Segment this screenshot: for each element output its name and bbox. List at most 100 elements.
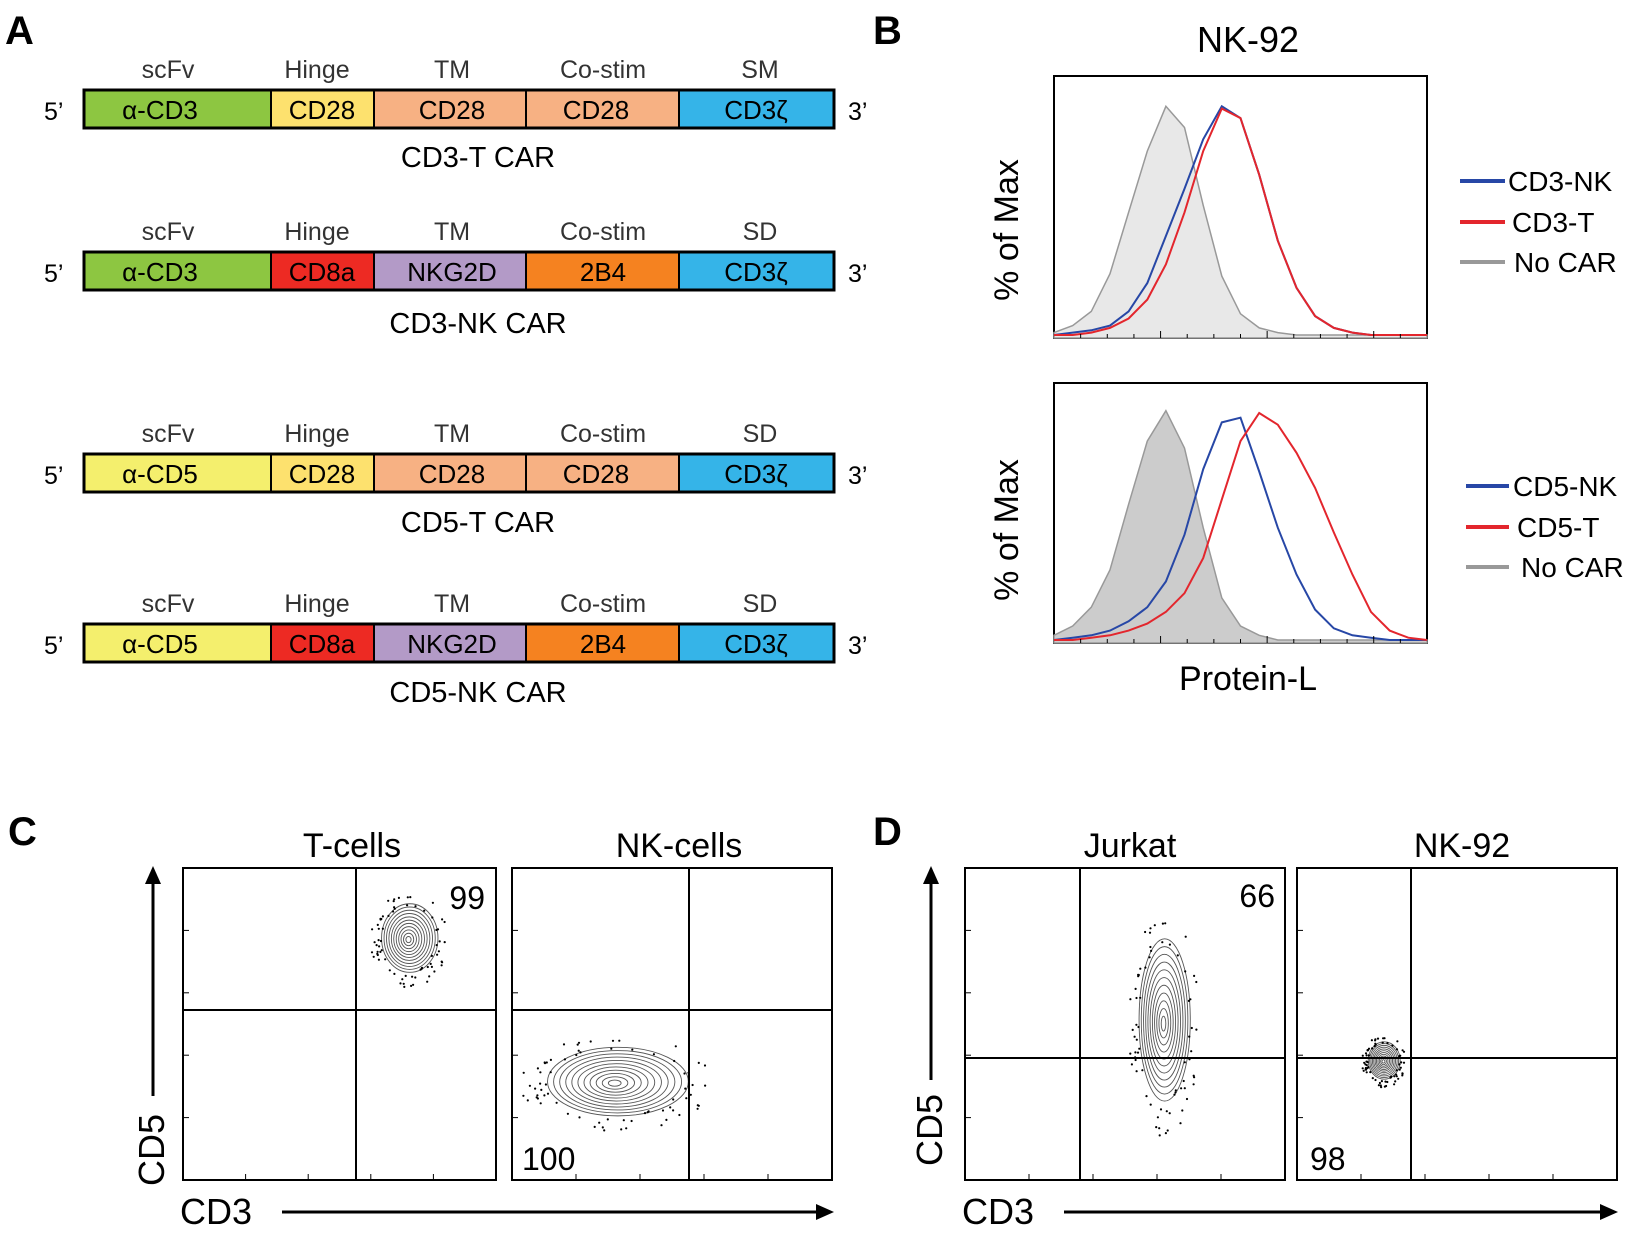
event-dot [660, 1124, 663, 1127]
legend-no-car: No CAR [1514, 247, 1617, 278]
contour-ring [601, 1076, 629, 1090]
event-dot [1361, 1054, 1364, 1057]
event-dot [549, 1071, 552, 1074]
event-dot [1164, 1132, 1167, 1135]
event-dot [672, 1098, 675, 1101]
event-dot [610, 1047, 613, 1050]
event-dot [1382, 1037, 1385, 1040]
event-dot [673, 1059, 676, 1063]
event-dot [543, 1094, 546, 1097]
event-dot [438, 940, 441, 943]
event-dot [1174, 1091, 1177, 1094]
event-dot [376, 950, 379, 953]
legend: CD3-NK CD3-T No CAR [1460, 166, 1617, 278]
event-dot [643, 1112, 647, 1115]
event-dot [414, 976, 417, 979]
construct-cd3-nk: scFv Hinge TM Co-stim SD 5’ α-CD3 CD8a N… [44, 218, 867, 340]
event-dot [1378, 1081, 1381, 1085]
quadrant-percent: 100 [522, 1141, 575, 1177]
event-dot [1149, 1103, 1152, 1106]
event-dot [546, 1092, 550, 1095]
five-prime-label: 5’ [44, 260, 63, 288]
panel-b: B NK-92 % of Max CD3-NK CD3-T No CAR % o… [873, 9, 1624, 698]
event-dot [1179, 1122, 1182, 1125]
contour-ring [595, 1072, 636, 1093]
legend-cd5-t: CD5-T [1517, 512, 1599, 543]
event-dot [1187, 999, 1190, 1003]
event-dot [1137, 1025, 1140, 1029]
histogram-bottom: % of Max CD5-NK CD5-T No CAR [988, 382, 1624, 644]
event-dot [1161, 922, 1164, 925]
dotplot-marks [183, 896, 446, 1180]
event-dot [1367, 1047, 1371, 1050]
event-dot [1188, 1035, 1191, 1038]
event-dot [1183, 1061, 1186, 1064]
event-dot [426, 980, 429, 983]
event-dot [428, 975, 431, 978]
contour-ring [1156, 1000, 1172, 1046]
segment-hinge-text: CD28 [289, 95, 355, 125]
three-prime-label: 3’ [848, 632, 867, 660]
event-dot [1374, 1078, 1377, 1082]
header-tm: TM [434, 56, 470, 84]
segment-signal [678, 453, 835, 493]
contour-ring [1367, 1041, 1401, 1080]
event-dot [1148, 931, 1152, 934]
event-dot [1366, 1049, 1369, 1052]
event-dot [543, 1061, 546, 1064]
event-dot [1393, 1075, 1396, 1078]
event-dot [437, 950, 440, 953]
event-dot [381, 927, 384, 930]
event-dot [401, 978, 404, 981]
event-dot [1365, 1071, 1368, 1074]
event-dot [429, 962, 432, 966]
event-dot [1380, 1080, 1383, 1083]
contour-ring [388, 913, 431, 964]
event-dot [566, 1112, 570, 1115]
event-dot [674, 1045, 677, 1048]
event-dot [1385, 1084, 1388, 1088]
event-dot [392, 910, 395, 913]
segment-costim-text: 2B4 [580, 629, 626, 659]
event-dot [563, 1058, 567, 1061]
event-dot [555, 1101, 558, 1104]
event-dot [683, 1072, 686, 1075]
event-dot [1363, 1061, 1366, 1064]
event-dot [1134, 987, 1137, 991]
histogram-top: % of Max CD3-NK CD3-T No CAR [988, 75, 1617, 339]
contour-ring [565, 1056, 669, 1108]
event-dot [393, 898, 396, 901]
event-dot [370, 951, 374, 954]
event-dot [1391, 1044, 1394, 1047]
event-dot [1144, 966, 1147, 969]
five-prime-label: 5’ [44, 632, 63, 660]
event-dot [630, 1119, 633, 1123]
event-dot [1364, 1063, 1367, 1066]
event-dot [625, 1127, 628, 1130]
segment-tm-text: CD28 [419, 95, 485, 125]
event-dot [1390, 1075, 1393, 1078]
event-dot [431, 901, 434, 904]
event-dot [536, 1097, 540, 1100]
event-dot [406, 896, 409, 899]
event-dot [412, 983, 415, 986]
event-dot [1141, 1069, 1144, 1072]
segment-costim [525, 251, 680, 291]
header-tm: TM [434, 590, 470, 618]
event-dot [593, 1125, 596, 1128]
event-dot [373, 941, 376, 944]
event-dot [631, 1048, 634, 1051]
contour-ring [398, 926, 420, 953]
event-dot [1184, 935, 1187, 938]
plot-title-nk-92: NK-92 [1414, 827, 1510, 865]
event-dot [576, 1043, 579, 1046]
plot-title-t-cells: T-cells [303, 827, 401, 865]
event-dot [1384, 1080, 1387, 1083]
event-dot [393, 906, 396, 909]
contour-ring [607, 1079, 622, 1087]
event-dot [411, 975, 414, 978]
event-dot [598, 1121, 601, 1124]
event-dot [1193, 1076, 1196, 1079]
event-dot [1158, 1134, 1161, 1137]
